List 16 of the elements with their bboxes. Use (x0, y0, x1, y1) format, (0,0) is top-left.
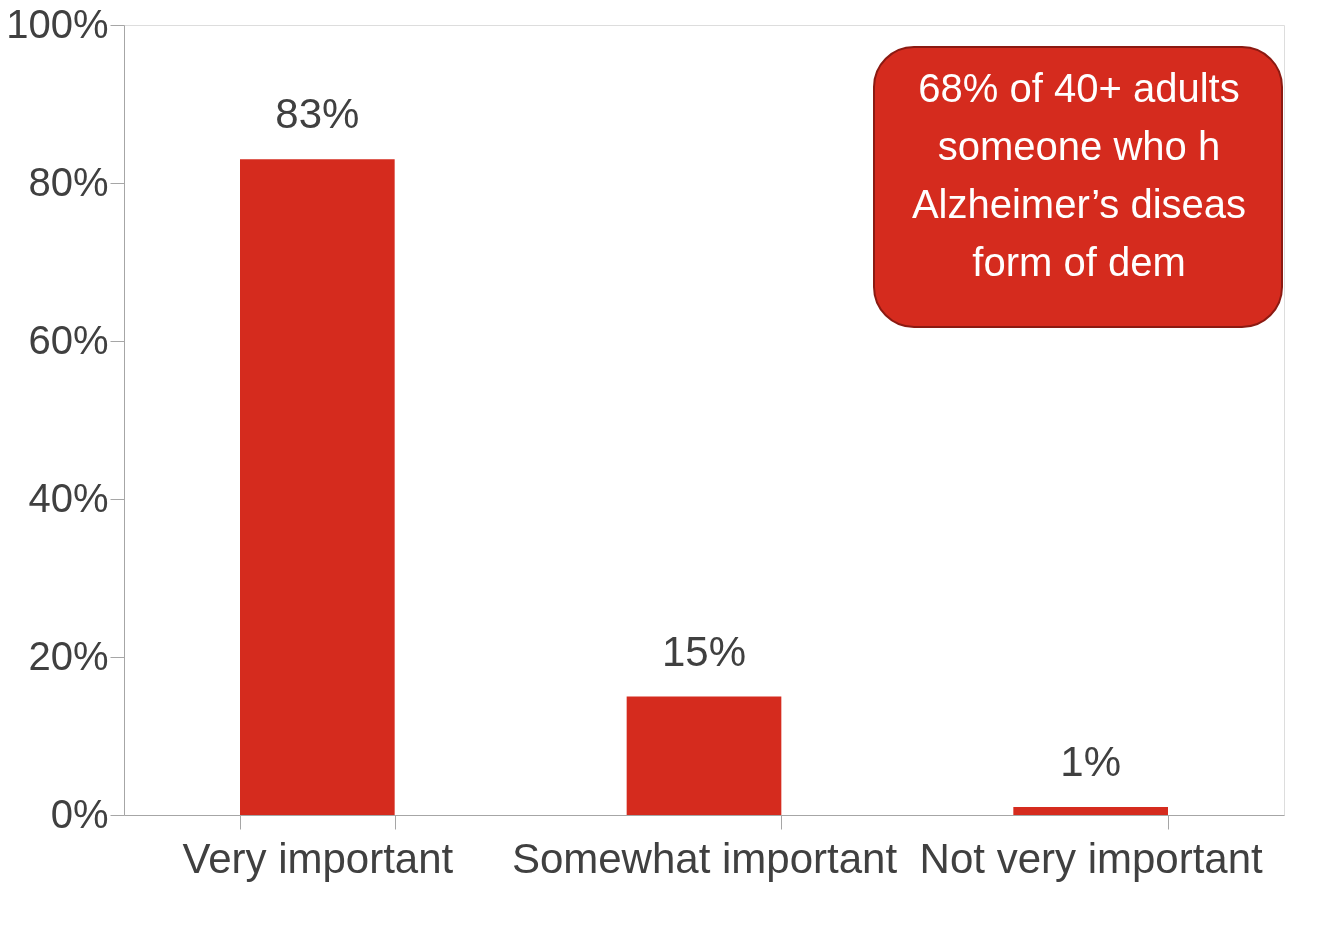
bar (240, 159, 395, 815)
data-label: 1% (1060, 738, 1122, 786)
y-tick-label: 100% (6, 1, 109, 46)
y-tick-label: 60% (28, 317, 109, 362)
y-tick-label: 40% (28, 475, 109, 520)
x-tick-label: Very important (182, 834, 454, 882)
y-tick-label: 80% (28, 159, 109, 204)
bar (626, 696, 782, 815)
bar (1013, 807, 1168, 815)
data-label: 15% (661, 627, 747, 675)
x-tick-label: Not very important (919, 834, 1264, 882)
y-tick-label: 0% (50, 791, 109, 836)
annotation: 68% of 40+ adults someone who h Alzheimer’s diseas form of dem (911, 66, 1247, 284)
y-tick-label: 20% (28, 633, 109, 678)
x-tick-label: Somewhat important (511, 834, 898, 882)
data-label: 83% (275, 90, 360, 138)
